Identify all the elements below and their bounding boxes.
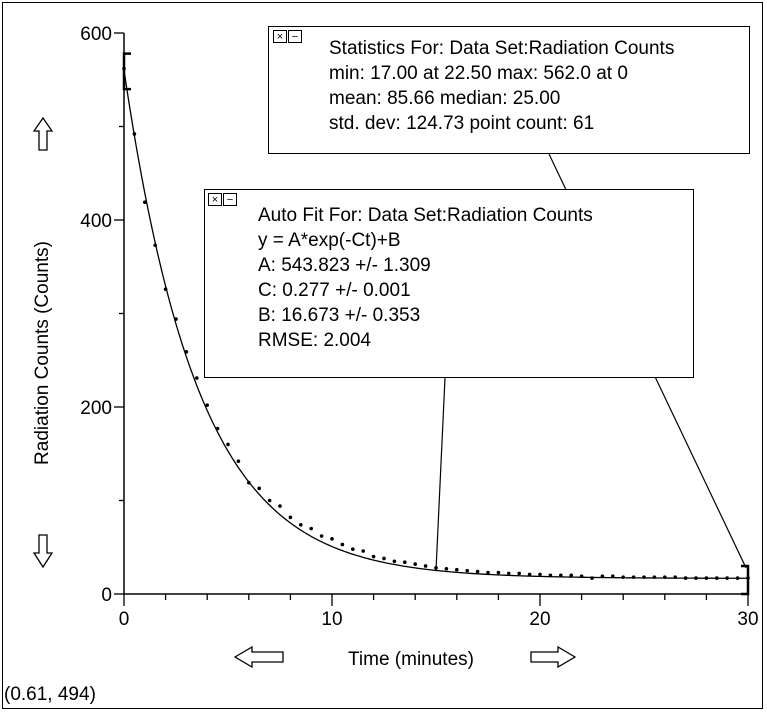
- data-point: [174, 317, 178, 321]
- data-point: [361, 549, 366, 553]
- data-point: [278, 504, 282, 508]
- auto-fit-box[interactable]: × − Auto Fit For: Data Set:Radiation Cou…: [204, 189, 694, 378]
- data-point: [631, 575, 636, 579]
- stats-collapse-button[interactable]: −: [288, 30, 302, 43]
- fit-collapse-button[interactable]: −: [223, 193, 237, 206]
- fit-leader-line: [435, 377, 446, 571]
- data-point: [132, 132, 137, 136]
- data-point: [403, 560, 407, 565]
- data-point: [299, 523, 303, 527]
- data-point: [351, 547, 355, 551]
- data-point: [247, 480, 251, 485]
- stats-line: std. dev: 124.73 point count: 61: [329, 113, 595, 134]
- data-point: [371, 554, 376, 559]
- data-point: [195, 376, 199, 380]
- data-point: [330, 537, 334, 541]
- scroll-left-arrow-icon[interactable]: [233, 645, 284, 669]
- stats-line: mean: 85.66 median: 25.00: [329, 88, 561, 109]
- data-point: [579, 574, 584, 579]
- data-point: [340, 542, 345, 547]
- data-point: [496, 570, 501, 575]
- data-point: [527, 572, 532, 577]
- data-point: [465, 568, 470, 573]
- data-point: [611, 574, 615, 579]
- y-tick-label: 200: [80, 398, 112, 419]
- data-point: [538, 572, 542, 577]
- statistics-box[interactable]: × − Statistics For: Data Set:Radiation C…: [268, 26, 750, 154]
- x-axis-title: Time (minutes): [348, 649, 474, 670]
- data-point: [444, 566, 449, 571]
- ticks: [114, 32, 749, 606]
- data-point: [704, 576, 709, 580]
- data-point: [319, 534, 324, 538]
- cursor-coordinate-readout: (0.61, 494): [4, 684, 96, 705]
- data-point: [663, 575, 667, 579]
- data-point: [226, 442, 230, 447]
- data-point: [715, 576, 719, 580]
- data-point: [517, 571, 521, 576]
- data-point: [163, 287, 168, 291]
- stats-close-button[interactable]: ×: [273, 30, 287, 43]
- data-point: [382, 556, 386, 561]
- data-point: [600, 574, 605, 579]
- data-point: [153, 243, 157, 248]
- stats-line: Statistics For: Data Set:Radiation Count…: [329, 38, 675, 59]
- data-point: [735, 576, 740, 580]
- data-point: [236, 459, 241, 464]
- data-point: [673, 575, 677, 579]
- fit-line: RMSE: 2.004: [258, 330, 371, 351]
- x-tick-label: 0: [119, 609, 130, 630]
- data-point: [267, 498, 272, 503]
- data-point: [455, 567, 459, 572]
- data-point: [642, 575, 646, 579]
- data-point: [683, 576, 688, 580]
- data-point: [486, 570, 490, 575]
- scroll-right-arrow-icon[interactable]: [530, 645, 577, 669]
- scroll-up-arrow-icon[interactable]: [32, 116, 54, 151]
- data-point: [215, 426, 220, 431]
- fit-line: C: 0.277 +/- 0.001: [258, 280, 411, 301]
- data-point: [184, 350, 189, 354]
- data-point: [652, 575, 657, 579]
- x-tick-label: 10: [321, 609, 342, 630]
- data-point: [694, 576, 698, 580]
- range-bracket-end: [741, 564, 750, 596]
- data-point: [423, 564, 428, 568]
- stats-line: min: 17.00 at 22.50 max: 562.0 at 0: [329, 63, 628, 84]
- tick-labels: 0 200 400 600 0 10 20 30: [80, 24, 758, 630]
- data-point: [475, 569, 480, 574]
- data-point: [309, 526, 314, 531]
- scroll-down-arrow-icon[interactable]: [32, 534, 54, 569]
- data-point: [507, 571, 511, 576]
- y-tick-label: 400: [80, 211, 112, 232]
- fit-close-button[interactable]: ×: [208, 193, 222, 206]
- data-point: [392, 559, 397, 564]
- data-point: [559, 573, 563, 578]
- data-point: [257, 486, 262, 491]
- y-tick-label: 600: [80, 24, 112, 45]
- x-tick-label: 20: [529, 609, 550, 630]
- fit-line: B: 16.673 +/- 0.353: [258, 305, 421, 326]
- data-point: [590, 576, 594, 580]
- data-point: [569, 573, 573, 578]
- data-point: [548, 573, 553, 578]
- data-point: [288, 515, 293, 520]
- data-point: [143, 200, 147, 205]
- x-tick-label: 30: [737, 609, 758, 630]
- fit-line: y = A*exp(-Ct)+B: [258, 230, 401, 251]
- y-tick-label: 0: [101, 585, 112, 606]
- data-point: [621, 575, 625, 579]
- fit-line: A: 543.823 +/- 1.309: [258, 255, 431, 276]
- range-bracket-start: [122, 52, 131, 91]
- data-point: [413, 562, 418, 566]
- data-point: [725, 576, 729, 580]
- y-axis-title: Radiation Counts (Counts): [32, 241, 53, 465]
- fit-line: Auto Fit For: Data Set:Radiation Counts: [258, 205, 593, 226]
- data-point: [205, 403, 209, 407]
